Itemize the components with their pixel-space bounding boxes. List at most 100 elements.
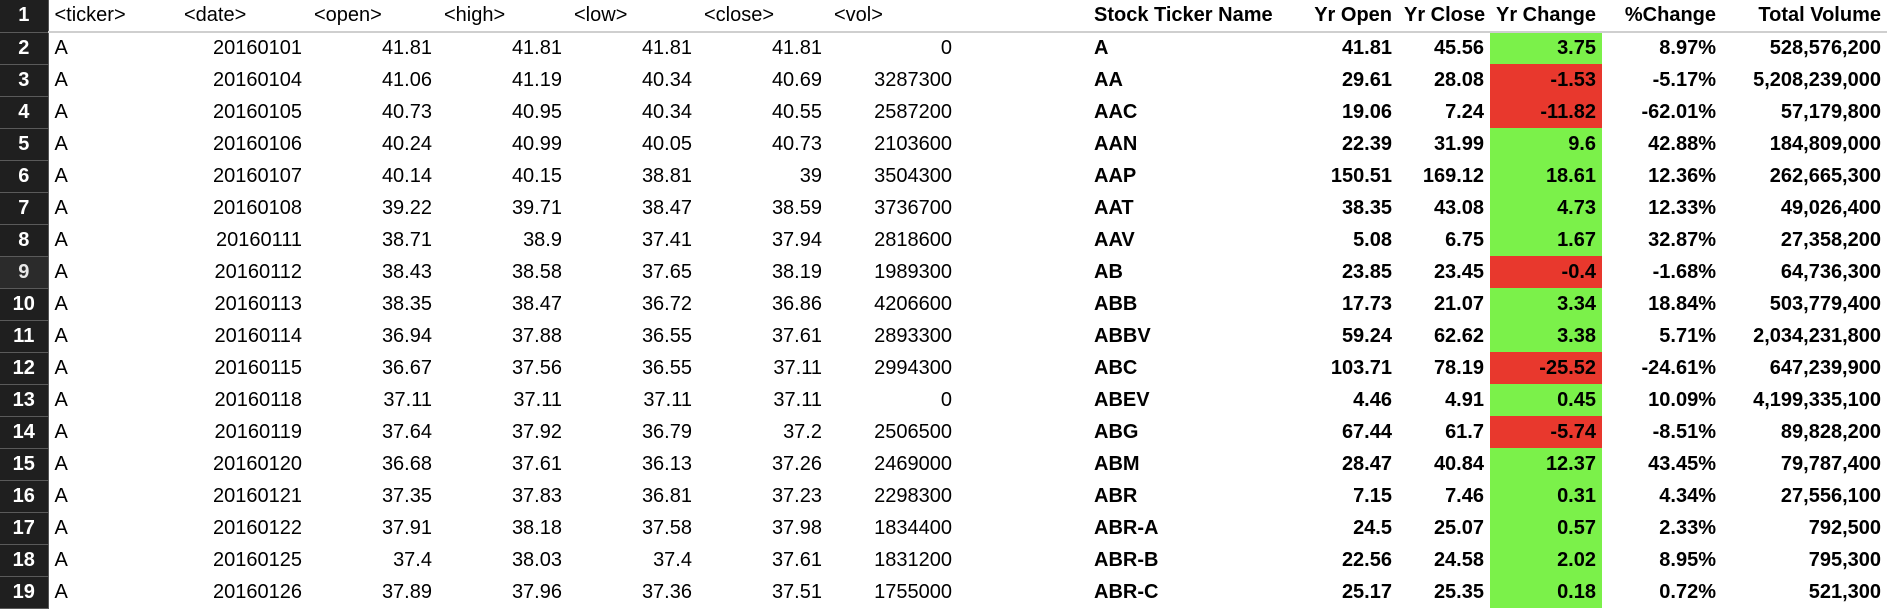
cell-high[interactable]: 37.88 — [511, 324, 562, 347]
empty-cell[interactable] — [958, 576, 1088, 608]
cell-yr-close[interactable]: 43.08 — [1433, 196, 1484, 219]
cell-close[interactable]: 41.81 — [771, 37, 822, 59]
row-header[interactable]: 18 — [0, 544, 49, 577]
cell-vol[interactable]: 0 — [940, 37, 952, 59]
cell-total-volume[interactable]: 64,736,300 — [1780, 260, 1881, 283]
cell-close[interactable]: 36.86 — [771, 292, 822, 315]
empty-cell[interactable] — [958, 256, 1088, 288]
empty-cell[interactable] — [958, 416, 1088, 448]
empty-cell[interactable] — [958, 384, 1088, 416]
cell-pct-change[interactable]: 43.45% — [1648, 452, 1716, 475]
empty-cell[interactable] — [958, 352, 1088, 384]
empty-cell[interactable] — [958, 64, 1088, 96]
cell-yr-change[interactable]: 0.57 — [1490, 512, 1602, 544]
cell-pct-change[interactable]: 12.33% — [1648, 196, 1716, 219]
cell-yr-open[interactable]: 38.35 — [1341, 196, 1392, 219]
cell-low[interactable]: 37.11 — [643, 388, 692, 411]
cell-date[interactable]: 20160107 — [213, 164, 302, 187]
cell-vol[interactable]: 1989300 — [874, 260, 952, 283]
cell-stock-ticker-name[interactable]: ABG — [1094, 420, 1139, 443]
row-header[interactable]: 9 — [0, 256, 49, 289]
header-vol[interactable]: <vol> — [828, 0, 958, 33]
cell-pct-change[interactable]: 18.84% — [1648, 292, 1716, 315]
cell-total-volume[interactable]: 792,500 — [1808, 516, 1881, 539]
empty-cell[interactable] — [958, 96, 1088, 128]
header-date[interactable]: <date> — [178, 0, 308, 33]
cell-yr-open[interactable]: 24.5 — [1353, 516, 1392, 539]
cell-yr-change[interactable]: 0.31 — [1490, 480, 1602, 512]
cell-stock-ticker-name[interactable]: AB — [1094, 260, 1123, 283]
empty-cell[interactable] — [958, 192, 1088, 224]
cell-open[interactable]: 38.35 — [381, 292, 432, 315]
cell-high[interactable]: 37.96 — [511, 580, 562, 603]
cell-low[interactable]: 36.79 — [641, 420, 692, 443]
cell-total-volume[interactable]: 262,665,300 — [1769, 164, 1881, 187]
cell-date[interactable]: 20160119 — [214, 420, 303, 443]
cell-open[interactable]: 37.35 — [381, 484, 432, 507]
header-yr-close[interactable]: Yr Close — [1398, 0, 1490, 33]
cell-ticker[interactable]: A — [54, 548, 68, 571]
header-yr-change[interactable]: Yr Change — [1490, 0, 1602, 33]
row-header[interactable]: 16 — [0, 480, 49, 513]
cell-total-volume[interactable]: 2,034,231,800 — [1753, 324, 1881, 347]
cell-high[interactable]: 37.56 — [511, 356, 562, 379]
empty-cell[interactable] — [958, 544, 1088, 576]
cell-yr-open[interactable]: 22.56 — [1341, 548, 1392, 571]
cell-stock-ticker-name[interactable]: AAC — [1094, 100, 1138, 123]
cell-close[interactable]: 40.69 — [771, 68, 822, 91]
cell-yr-close[interactable]: 40.84 — [1433, 452, 1484, 475]
cell-close[interactable]: 39 — [799, 164, 822, 187]
cell-yr-close[interactable]: 21.07 — [1433, 292, 1484, 315]
cell-yr-open[interactable]: 150.51 — [1330, 164, 1392, 187]
cell-open[interactable]: 37.89 — [381, 580, 432, 603]
cell-pct-change[interactable]: -5.17% — [1652, 68, 1716, 91]
cell-stock-ticker-name[interactable]: ABBV — [1094, 324, 1151, 347]
cell-date[interactable]: 20160105 — [213, 100, 302, 123]
cell-stock-ticker-name[interactable]: A — [1094, 37, 1109, 59]
row-header[interactable]: 10 — [0, 288, 49, 321]
cell-yr-close[interactable]: 28.08 — [1433, 68, 1484, 91]
cell-date[interactable]: 20160115 — [214, 356, 303, 379]
empty-cell[interactable] — [958, 480, 1088, 512]
row-header[interactable]: 6 — [0, 160, 49, 193]
cell-yr-close[interactable]: 7.24 — [1445, 100, 1484, 123]
header-high[interactable]: <high> — [438, 0, 568, 33]
cell-open[interactable]: 37.4 — [393, 548, 432, 571]
cell-pct-change[interactable]: 12.36% — [1648, 164, 1716, 187]
cell-yr-open[interactable]: 25.17 — [1341, 580, 1392, 603]
cell-high[interactable]: 38.18 — [511, 516, 562, 539]
cell-yr-close[interactable]: 23.45 — [1433, 260, 1484, 283]
header-stock-ticker-name[interactable]: Stock Ticker Name — [1088, 0, 1306, 33]
row-header[interactable]: 7 — [0, 192, 49, 225]
cell-vol[interactable]: 3504300 — [874, 164, 952, 187]
cell-close[interactable]: 37.11 — [773, 356, 822, 379]
cell-pct-change[interactable]: 42.88% — [1648, 132, 1716, 155]
cell-yr-change[interactable]: 18.61 — [1490, 160, 1602, 192]
cell-low[interactable]: 40.34 — [641, 100, 692, 123]
cell-yr-change[interactable]: 0.18 — [1490, 576, 1602, 608]
cell-yr-open[interactable]: 67.44 — [1341, 420, 1392, 443]
empty-cell[interactable] — [958, 224, 1088, 256]
cell-ticker[interactable]: A — [54, 420, 68, 443]
cell-low[interactable]: 38.47 — [641, 196, 692, 219]
empty-cell[interactable] — [958, 0, 1088, 33]
cell-vol[interactable]: 3287300 — [874, 68, 952, 91]
cell-open[interactable]: 37.11 — [383, 388, 432, 411]
cell-pct-change[interactable]: 10.09% — [1648, 388, 1716, 411]
cell-yr-open[interactable]: 7.15 — [1353, 484, 1392, 507]
cell-yr-change[interactable]: 0.45 — [1490, 384, 1602, 416]
row-header[interactable]: 12 — [0, 352, 49, 385]
cell-vol[interactable]: 2587200 — [874, 100, 952, 123]
cell-stock-ticker-name[interactable]: AAN — [1094, 132, 1138, 155]
cell-yr-open[interactable]: 28.47 — [1341, 452, 1392, 475]
cell-yr-close[interactable]: 31.99 — [1433, 132, 1484, 155]
header-low[interactable]: <low> — [568, 0, 698, 33]
cell-stock-ticker-name[interactable]: ABC — [1094, 356, 1138, 379]
cell-ticker[interactable]: A — [54, 37, 68, 59]
row-header[interactable]: 5 — [0, 128, 49, 161]
cell-date[interactable]: 20160108 — [213, 196, 302, 219]
row-header[interactable]: 8 — [0, 224, 49, 257]
cell-ticker[interactable]: A — [54, 292, 68, 315]
cell-ticker[interactable]: A — [54, 132, 68, 155]
cell-date[interactable]: 20160111 — [215, 228, 302, 251]
